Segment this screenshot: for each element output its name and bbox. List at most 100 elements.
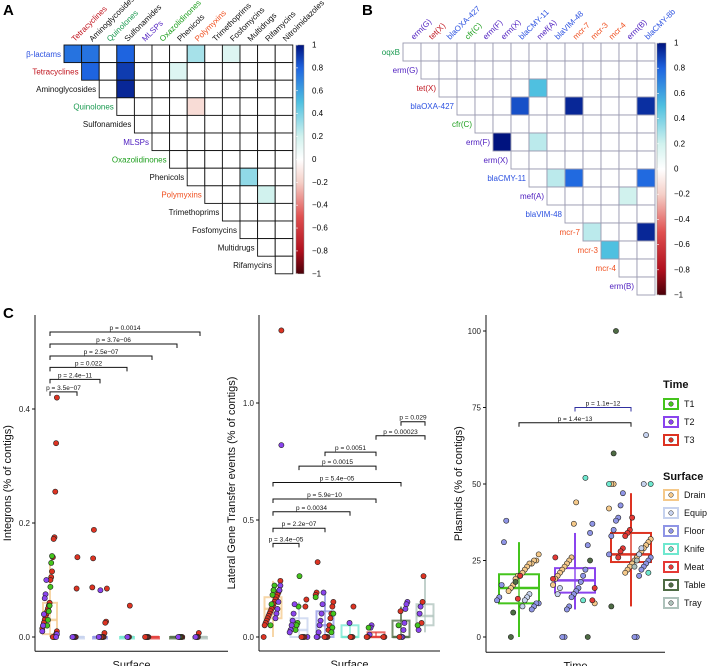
- significance-bracket: [400, 421, 426, 426]
- heatmap-cell: [169, 97, 188, 116]
- data-point: [328, 629, 335, 636]
- heatmap-cell: [186, 79, 206, 99]
- data-point: [401, 620, 408, 626]
- data-point: [638, 545, 645, 552]
- significance-bracket: [298, 465, 377, 471]
- heatmap-cell: [169, 150, 188, 169]
- heatmap-cell: [257, 114, 276, 134]
- heatmap-cell: [618, 78, 638, 98]
- data-point: [645, 569, 652, 576]
- heatmap-cell: [618, 150, 638, 170]
- p-value-label: p = 0.0034: [296, 505, 327, 512]
- data-point: [45, 608, 52, 615]
- heatmap-cell: [564, 114, 584, 134]
- p-value-label: p = 0.0015: [322, 459, 353, 466]
- heatmap-cell: [221, 62, 241, 81]
- heatmap-cell: [600, 114, 620, 134]
- lgt-boxplot: 0.0 0.5 1.0 Surface Lateral Gene Transfer ev…: [226, 315, 440, 666]
- data-point: [293, 622, 300, 629]
- significance-bracket: [49, 343, 178, 349]
- heatmap-cell: [636, 132, 656, 152]
- colorbar-tick-label: −1: [674, 291, 684, 300]
- heatmap-cell: [221, 114, 241, 134]
- legend-item-Floor: Floor: [663, 525, 705, 537]
- data-point: [73, 585, 80, 592]
- panel-label-a: A: [3, 2, 14, 19]
- data-point: [557, 585, 563, 591]
- heatmap-cell: [151, 132, 171, 152]
- column-label: mcr-3: [589, 20, 610, 41]
- box-Drain: [260, 327, 285, 640]
- heatmap-cell: [546, 132, 566, 152]
- heatmap-cell: [474, 78, 494, 98]
- heatmap-cell: [274, 114, 294, 134]
- heatmap-cell: [186, 132, 206, 152]
- data-point: [274, 606, 281, 612]
- data-point: [631, 563, 638, 570]
- data-point: [619, 490, 626, 497]
- data-point: [302, 603, 309, 610]
- legend-item-Tray: Tray: [663, 597, 702, 609]
- data-point: [608, 603, 615, 610]
- heatmap-cell: [239, 79, 259, 99]
- data-point: [124, 634, 131, 640]
- legend-title-time: Time: [663, 379, 688, 391]
- heatmap-cell: [456, 78, 476, 98]
- heatmap-cell: [221, 185, 241, 204]
- heatmap-cell: [186, 62, 206, 81]
- heatmap-cell: [600, 168, 620, 188]
- significance-bracket: [49, 366, 128, 372]
- data-point: [49, 568, 55, 575]
- row-label: Multidrugs: [218, 243, 255, 252]
- y-axis-label: Integrons (% of contigs): [2, 425, 14, 541]
- row-label: Fosfomycins: [192, 226, 237, 235]
- p-value-label: p = 0.022: [75, 360, 103, 367]
- heatmap-cell: [239, 132, 259, 152]
- y-tick-label: 0.5: [243, 516, 255, 525]
- data-point: [291, 601, 298, 608]
- data-point: [552, 554, 559, 561]
- box-Knife: [119, 602, 135, 640]
- heatmap-cell: [204, 150, 223, 169]
- heatmap-cell: [257, 132, 276, 152]
- heatmap-cell: [116, 44, 135, 64]
- data-point: [329, 624, 336, 631]
- box-T3: [606, 328, 654, 640]
- legend-key-dot: [668, 546, 674, 552]
- heatmap-cell: [274, 97, 294, 116]
- y-tick-label: 50: [472, 480, 481, 489]
- heatmap-cell: [257, 62, 276, 81]
- heatmap-cell: [274, 132, 294, 152]
- heatmap-cell: [600, 78, 620, 98]
- data-point: [550, 575, 556, 582]
- heatmap-cell: [169, 62, 188, 81]
- x-axis-label: Surface: [113, 659, 151, 666]
- data-point: [142, 634, 149, 640]
- heatmap-cell: [618, 42, 638, 62]
- box-Equip: [286, 573, 311, 640]
- heatmap-cell: [274, 185, 294, 204]
- heatmap-cell: [564, 204, 584, 224]
- legend-label: Drain: [684, 490, 706, 500]
- colorbar-tick-label: 0.2: [674, 139, 686, 148]
- data-point: [313, 634, 320, 640]
- heatmap-cell: [600, 60, 620, 80]
- p-value-label: p = 0.0014: [110, 325, 141, 332]
- data-point: [40, 622, 47, 629]
- data-point: [290, 610, 297, 617]
- heatmap-cell: [402, 42, 422, 62]
- data-point: [350, 603, 357, 610]
- heatmap-cell: [618, 186, 638, 206]
- heatmap-cell: [420, 60, 440, 80]
- legend-label: T1: [684, 399, 695, 409]
- significance-bracket: [574, 407, 632, 412]
- colorbar-tick-label: 0.6: [674, 89, 686, 98]
- heatmap-cell: [528, 168, 548, 188]
- data-point: [580, 597, 587, 604]
- data-point: [615, 554, 622, 561]
- row-label: cfr(C): [452, 120, 472, 129]
- box-T1: [494, 517, 542, 640]
- heatmap-cell: [582, 132, 602, 152]
- data-point: [550, 582, 556, 588]
- data-point: [318, 610, 325, 617]
